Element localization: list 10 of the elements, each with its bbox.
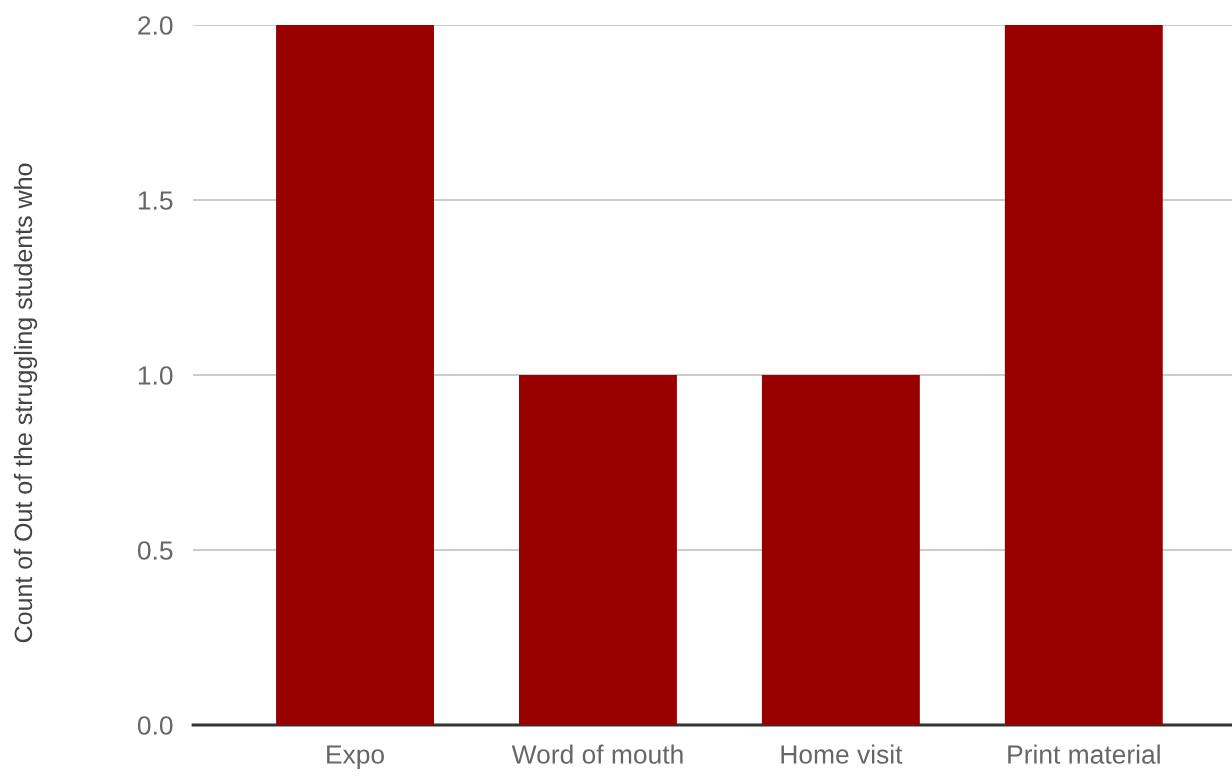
y-tick-label: 1.0 [138,366,173,385]
x-tick-label: Word of mouth [511,744,683,764]
x-tick-label: Home visit [781,744,903,764]
y-tick-label: 2.0 [138,16,173,35]
y-tick-label: 0.0 [137,716,173,735]
y-axis-title: Count of Out of the struggling students who [13,163,38,643]
x-tick-label: Print material [1008,744,1160,764]
x-tick-label: Expo [327,745,384,770]
y-tick-label: 0.5 [137,541,173,560]
y-tick-label: 1.5 [138,191,173,210]
